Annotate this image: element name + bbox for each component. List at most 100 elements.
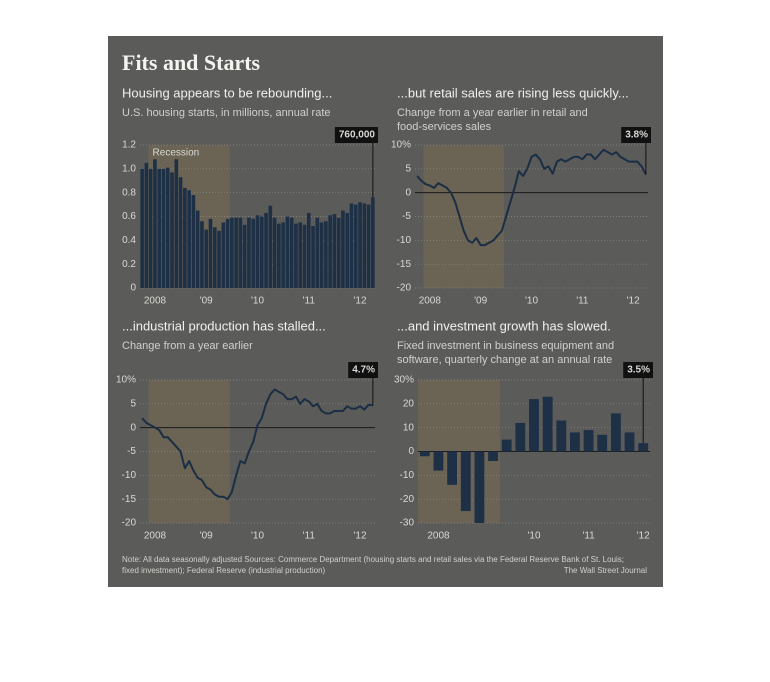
bar — [212, 227, 217, 288]
y-tick-label: 0.6 — [122, 211, 136, 222]
bar — [306, 212, 311, 288]
y-tick-label: -10 — [122, 470, 137, 481]
x-tick-label: '10 — [251, 296, 264, 307]
y-tick-label: 0.2 — [122, 259, 136, 270]
bar — [200, 221, 204, 288]
bar — [144, 162, 149, 288]
bar — [289, 217, 294, 288]
callout-box — [623, 362, 653, 378]
panel-title: ...industrial production has stalled... — [122, 318, 326, 333]
y-tick-label: 10% — [116, 375, 136, 386]
panel-subtitle: software, quarterly change at an annual … — [397, 354, 612, 366]
y-tick-label: -10 — [400, 470, 415, 481]
bar — [255, 215, 260, 288]
bar — [349, 203, 354, 288]
callout-box — [348, 362, 378, 378]
bar — [242, 224, 247, 288]
y-tick-label: 0 — [408, 446, 414, 457]
bar — [238, 217, 243, 288]
bar — [302, 224, 307, 288]
callout-label: 3.8% — [625, 130, 648, 141]
bar — [281, 222, 285, 288]
x-tick-label: '09 — [200, 531, 213, 542]
bar — [234, 217, 238, 288]
y-tick-label: -5 — [402, 211, 411, 222]
callout-box — [621, 127, 651, 143]
bar — [298, 222, 303, 288]
bar — [204, 229, 209, 288]
x-tick-label: '12 — [627, 296, 640, 307]
y-tick-label: -5 — [127, 446, 136, 457]
bar — [624, 432, 635, 452]
bar — [264, 212, 268, 288]
y-tick-label: -20 — [397, 283, 412, 294]
bar — [570, 432, 580, 452]
y-tick-label: 0.4 — [122, 235, 136, 246]
bar — [433, 451, 444, 471]
bar — [336, 217, 341, 288]
bar — [230, 217, 234, 288]
bar — [140, 168, 144, 288]
bar — [178, 177, 183, 288]
bar — [251, 218, 256, 288]
note: fixed investment); Federal Reserve (indu… — [122, 566, 326, 575]
bar — [529, 399, 539, 452]
bar — [488, 451, 498, 462]
panel-title: ...but retail sales are rising less quic… — [397, 85, 629, 100]
panel-title: ...and investment growth has slowed. — [397, 318, 611, 333]
bar — [311, 226, 315, 288]
x-tick-label: '10 — [527, 531, 540, 542]
y-tick-label: -30 — [400, 518, 415, 529]
bar — [285, 216, 290, 288]
bar — [294, 223, 298, 288]
bar — [165, 167, 170, 288]
page-title: Fits and Starts — [122, 50, 261, 75]
callout-label: 3.5% — [627, 365, 650, 376]
line — [416, 148, 647, 247]
y-tick-label: -15 — [122, 494, 137, 505]
x-tick-label: 2008 — [419, 296, 442, 307]
bar — [474, 451, 485, 523]
bar — [187, 190, 191, 288]
panel-title: Housing appears to be rebounding... — [122, 85, 332, 100]
bar — [225, 218, 230, 288]
bar — [556, 420, 567, 452]
shade-label: Recession — [153, 148, 200, 159]
bar — [259, 216, 264, 288]
y-tick-label: -10 — [397, 235, 412, 246]
x-tick-label: '12 — [637, 531, 650, 542]
y-tick-label: 0 — [130, 283, 136, 294]
x-tick-label: '11 — [303, 531, 316, 542]
panel-subtitle: U.S. housing starts, in millions, annual… — [122, 107, 331, 119]
bar — [191, 195, 196, 288]
bar — [501, 439, 512, 452]
bar — [610, 413, 621, 452]
y-tick-label: 1.0 — [122, 163, 136, 174]
bar — [174, 159, 179, 288]
bar — [328, 215, 332, 288]
bar — [208, 218, 213, 288]
y-tick-label: 1.2 — [122, 140, 136, 151]
x-tick-label: '12 — [354, 296, 367, 307]
bar — [195, 210, 200, 288]
note: Note: All data seasonally adjusted Sourc… — [122, 555, 624, 564]
bar — [319, 222, 324, 288]
y-tick-label: -20 — [122, 518, 137, 529]
callout-label: 4.7% — [352, 365, 375, 376]
y-tick-label: 0.8 — [122, 187, 136, 198]
y-tick-label: -20 — [400, 494, 415, 505]
bar — [371, 197, 375, 288]
x-tick-label: '11 — [303, 296, 316, 307]
x-tick-label: 2008 — [144, 531, 167, 542]
x-tick-label: '11 — [582, 531, 595, 542]
x-tick-label: '12 — [354, 531, 367, 542]
bar — [332, 214, 337, 288]
bar — [353, 204, 358, 288]
line — [141, 388, 373, 501]
bar — [362, 203, 367, 288]
y-tick-label: 30% — [394, 375, 414, 386]
bar — [597, 434, 608, 452]
y-tick-label: 10% — [391, 140, 411, 151]
recession-shade — [148, 380, 230, 523]
